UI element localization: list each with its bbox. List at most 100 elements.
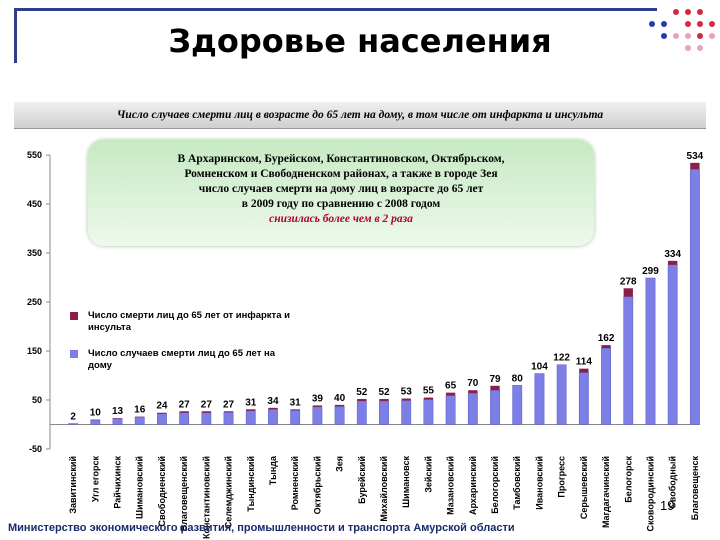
legend-label: Число смерти лиц до 65 лет от инфаркта и… bbox=[88, 310, 290, 333]
bar-home-deaths bbox=[268, 409, 278, 425]
data-label: 27 bbox=[201, 399, 213, 410]
x-tick-label: Шимановск bbox=[401, 456, 411, 508]
data-label: 79 bbox=[489, 374, 501, 385]
x-tick-label: Белогорск bbox=[623, 456, 633, 503]
y-tick-label: -50 bbox=[29, 444, 42, 454]
y-tick-label: 350 bbox=[27, 248, 42, 258]
data-label: 27 bbox=[223, 399, 235, 410]
data-label: 55 bbox=[423, 386, 435, 397]
x-tick-label: Октябрьский bbox=[312, 456, 322, 514]
decorative-dots-icon bbox=[649, 9, 715, 51]
bar-infarct-stroke bbox=[157, 412, 167, 414]
legend-swatch-infarct bbox=[70, 312, 78, 320]
x-tick-label: Серышевский bbox=[579, 456, 589, 519]
bar-infarct-stroke bbox=[179, 411, 189, 413]
bar-home-deaths bbox=[134, 416, 145, 425]
data-label: 24 bbox=[156, 401, 168, 412]
bar-infarct-stroke bbox=[312, 405, 323, 407]
data-label: 27 bbox=[179, 399, 191, 410]
bar-infarct-stroke bbox=[490, 385, 500, 391]
x-tick-label: Ромненский bbox=[290, 456, 300, 510]
bar-home-deaths bbox=[490, 389, 500, 425]
legend-label: Число случаев смерти лиц до 65 лет на до… bbox=[88, 348, 276, 371]
x-tick-label: Тындинский bbox=[246, 456, 256, 512]
footer-ministry: Министерство экономического развития, пр… bbox=[8, 522, 515, 534]
y-tick-label: 250 bbox=[27, 297, 42, 307]
x-tick-label: Свободненский bbox=[157, 456, 167, 527]
x-tick-label: Сковородинский bbox=[645, 456, 655, 531]
x-tick-label: Мазановский bbox=[446, 456, 456, 515]
bar-infarct-stroke bbox=[623, 288, 633, 297]
data-label: 10 bbox=[90, 408, 102, 419]
x-tick-label: Тында bbox=[268, 455, 278, 485]
x-tick-label: Магдагачинский bbox=[601, 456, 611, 528]
bar-home-deaths bbox=[290, 410, 301, 425]
data-label: 40 bbox=[334, 393, 346, 404]
callout-line: В Архаринском, Бурейском, Константиновск… bbox=[177, 153, 505, 165]
legend-item-infarct: Число смерти лиц до 65 лет от инфаркта и… bbox=[70, 310, 290, 334]
bar-infarct-stroke bbox=[690, 162, 700, 170]
bar-infarct-stroke bbox=[668, 260, 678, 265]
x-tick-label: Зея bbox=[335, 456, 345, 472]
data-label: 31 bbox=[245, 397, 257, 408]
x-tick-label: Белогорский bbox=[490, 456, 500, 514]
bar-infarct-stroke bbox=[201, 411, 212, 413]
bar-infarct-stroke bbox=[334, 404, 345, 407]
data-label: 34 bbox=[267, 396, 279, 407]
x-tick-label: Шимановский bbox=[135, 456, 145, 519]
bar-home-deaths bbox=[534, 373, 545, 425]
bar-home-deaths bbox=[379, 400, 389, 425]
bar-home-deaths bbox=[512, 385, 523, 425]
bar-infarct-stroke bbox=[223, 411, 234, 413]
bar-home-deaths bbox=[179, 412, 190, 425]
callout-line: число случаев смерти на дому лиц в возра… bbox=[198, 183, 484, 195]
x-tick-label: Архаринский bbox=[468, 456, 478, 515]
bar-infarct-stroke bbox=[246, 409, 256, 411]
callout-highlight: снизилась более чем в 2 раза bbox=[269, 213, 413, 225]
bar-home-deaths bbox=[401, 400, 412, 425]
data-label: 334 bbox=[664, 249, 681, 260]
bar-infarct-stroke bbox=[445, 392, 456, 396]
x-tick-label: Благовещенск bbox=[690, 456, 700, 521]
bar-infarct-stroke bbox=[579, 368, 589, 373]
data-label: 31 bbox=[290, 397, 302, 408]
x-tick-label: Угл егорск bbox=[90, 456, 100, 503]
bar-home-deaths bbox=[68, 423, 79, 425]
bar-home-deaths bbox=[623, 296, 634, 425]
x-tick-label: Завитинский bbox=[68, 456, 78, 514]
bar-home-deaths bbox=[90, 419, 101, 425]
data-label: 122 bbox=[553, 353, 570, 364]
y-tick-label: 50 bbox=[32, 395, 42, 405]
bar-infarct-stroke bbox=[290, 409, 300, 411]
data-label: 16 bbox=[134, 405, 146, 416]
bar-infarct-stroke bbox=[401, 398, 411, 401]
bar-home-deaths bbox=[578, 372, 589, 425]
data-label: 70 bbox=[467, 378, 479, 389]
bar-home-deaths bbox=[689, 168, 700, 425]
callout-box: В Архаринском, Бурейском, Константиновск… bbox=[88, 140, 594, 246]
x-tick-label: Ивановский bbox=[534, 456, 544, 510]
bar-home-deaths bbox=[667, 264, 678, 425]
bar-home-deaths bbox=[556, 364, 567, 425]
bar-home-deaths bbox=[645, 277, 656, 425]
bar-home-deaths bbox=[356, 400, 367, 425]
y-tick-label: 550 bbox=[27, 150, 42, 160]
bar-home-deaths bbox=[201, 412, 212, 425]
bar-infarct-stroke bbox=[357, 399, 367, 401]
y-tick-label: 150 bbox=[27, 346, 42, 356]
page-title: Здоровье населения bbox=[168, 22, 552, 60]
bar-home-deaths bbox=[601, 347, 611, 425]
chart-subtitle: Число случаев смерти лиц в возрасте до 6… bbox=[14, 102, 706, 129]
x-tick-label: Константиновский bbox=[201, 456, 211, 539]
data-label: 278 bbox=[620, 276, 637, 287]
y-tick-label: 450 bbox=[27, 199, 42, 209]
x-tick-label: Тамбовский bbox=[512, 456, 522, 510]
data-label: 534 bbox=[687, 151, 704, 162]
x-tick-label: Райчихинск bbox=[113, 456, 123, 509]
data-label: 104 bbox=[531, 362, 548, 373]
bar-home-deaths bbox=[245, 410, 256, 425]
bar-infarct-stroke bbox=[468, 390, 478, 394]
data-label: 39 bbox=[312, 393, 324, 404]
bar-home-deaths bbox=[157, 413, 167, 425]
